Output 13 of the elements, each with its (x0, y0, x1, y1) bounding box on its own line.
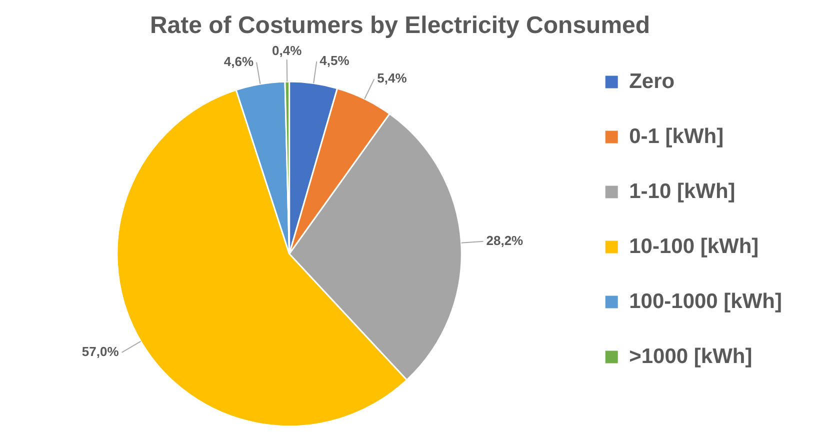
legend-label: 0-1 [kWh] (629, 124, 724, 148)
chart-title: Rate of Costumers by Electricity Consumed (150, 12, 650, 40)
legend-label: 10-100 [kWh] (629, 234, 759, 258)
legend-label: 1-10 [kWh] (629, 180, 736, 203)
data-label: 28,2% (486, 232, 524, 248)
data-label: 0,4% (272, 43, 302, 58)
data-label: 4,5% (320, 53, 350, 68)
legend-label: >1000 [kWh] (629, 344, 752, 368)
legend-label: 100-1000 [kWh] (629, 290, 782, 313)
data-label: 4,6% (224, 54, 254, 69)
data-label: 57,0% (82, 344, 120, 360)
legend-label: Zero (629, 70, 675, 93)
data-label: 5,4% (377, 70, 408, 86)
